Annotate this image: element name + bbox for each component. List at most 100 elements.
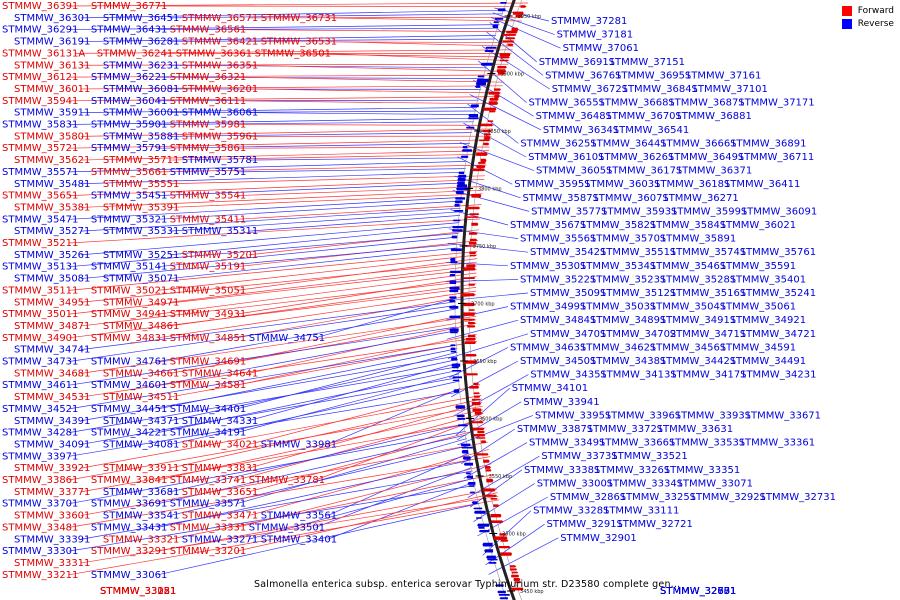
gene-label: STMMW_34871	[14, 321, 90, 332]
leader-line	[449, 347, 509, 378]
gene-label: STMMW_34681	[14, 368, 90, 379]
forward-gene	[477, 430, 485, 434]
leader-line	[467, 455, 540, 498]
forward-gene	[478, 162, 486, 164]
gene-label: STMMW_36281	[103, 37, 179, 48]
leader-line	[446, 279, 519, 282]
leader-line	[236, 351, 458, 410]
reverse-gene	[449, 299, 455, 303]
gene-label: STMMW_36201	[182, 84, 258, 95]
leader-line	[68, 287, 477, 339]
leader-line	[236, 76, 504, 83]
gene-label: STMMW_36351	[182, 60, 258, 71]
leader-line	[445, 292, 529, 302]
gene-label: STMMW_35091	[530, 288, 606, 299]
leader-line	[248, 88, 501, 94]
gene-label: STMMW_34831	[91, 333, 167, 344]
reverse-gene	[449, 306, 459, 309]
gene-label: STMMW_36771	[91, 1, 167, 12]
gene-label: STMMW_34231	[740, 370, 816, 381]
forward-gene	[471, 194, 482, 198]
gene-label: STMMW_33401	[261, 534, 337, 545]
gene-label: STMMW_33221	[100, 586, 176, 597]
leader-line	[457, 415, 534, 446]
leader-line	[157, 164, 487, 173]
reverse-gene	[452, 226, 464, 229]
ring-outer-edge	[454, 0, 508, 600]
leader-line	[491, 17, 561, 49]
gene-label: STMMW_36091	[741, 206, 817, 217]
gene-label: STMMW_33931	[675, 410, 751, 421]
reverse-gene	[461, 149, 472, 152]
reverse-gene	[478, 530, 490, 533]
gene-label: STMMW_35261	[14, 250, 90, 261]
gene-label: STMMW_35541	[170, 191, 246, 202]
gene-label: STMMW_33681	[103, 487, 179, 498]
leader-line	[446, 319, 519, 340]
gene-label: STMMW_34631	[510, 342, 586, 353]
gene-label: STMMW_33311	[14, 558, 90, 569]
ring-backbone	[460, 0, 516, 600]
leader-line	[169, 175, 485, 185]
gene-label: STMMW_34751	[249, 333, 325, 344]
leader-line	[157, 76, 484, 79]
reverse-gene	[449, 274, 455, 277]
leader-line	[236, 124, 494, 126]
reverse-gene	[488, 562, 497, 564]
reverse-gene	[468, 114, 479, 117]
reverse-gene	[482, 542, 493, 547]
reverse-gene	[449, 315, 461, 319]
leader-line	[80, 355, 458, 422]
gene-label: STMMW_36081	[103, 84, 179, 95]
gene-label: STMMW_34861	[103, 321, 179, 332]
reverse-gene	[463, 462, 473, 466]
gene-label: STMMW_36421	[182, 37, 258, 48]
gene-label: STMMW_35401	[730, 274, 806, 285]
gene-label: STMMW_32631	[660, 586, 736, 597]
forward-gene	[494, 94, 500, 99]
gene-label: STMMW_33771	[14, 487, 90, 498]
leader-line	[327, 41, 514, 47]
reverse-gene	[452, 219, 461, 222]
gene-label: STMMW_37171	[738, 98, 814, 109]
gene-label: STMMW_34581	[170, 380, 246, 391]
gene-label: STMMW_36101	[528, 152, 604, 163]
forward-gene	[472, 427, 485, 431]
gene-label: STMMW_35671	[510, 220, 586, 231]
forward-gene	[465, 216, 479, 218]
leader-line	[68, 96, 501, 102]
leader-line	[248, 449, 489, 516]
leader-line	[236, 333, 477, 386]
gene-label: STMMW_35191	[170, 262, 246, 273]
reverse-gene	[455, 190, 464, 195]
tick-label: 3600 kbp	[479, 417, 503, 423]
reverse-gene	[466, 475, 473, 479]
right-gene-labels: STMMW_37281 STMMW_37181 STMMW_37061 STMMW_3…	[510, 16, 836, 597]
forward-gene	[471, 421, 484, 424]
reverse-gene	[476, 78, 489, 83]
gene-label: STMMW_34931	[170, 309, 246, 320]
gene-label: STMMW_35221	[520, 274, 596, 285]
leader-line	[169, 13, 504, 19]
gene-label: STMMW_36131	[14, 60, 90, 71]
forward-gene	[466, 264, 476, 268]
gene-label: STMMW_35131	[2, 262, 78, 273]
reverse-gene	[455, 405, 465, 409]
forward-gene	[482, 494, 497, 497]
gene-label: STMMW_36131A	[2, 48, 85, 59]
forward-gene	[467, 325, 476, 328]
leader-line	[169, 265, 477, 303]
forward-swatch	[841, 6, 852, 16]
forward-gene	[499, 533, 507, 536]
forward-gene	[509, 565, 517, 568]
leader-line	[236, 168, 466, 173]
forward-gene	[490, 498, 498, 500]
leader-line	[169, 132, 472, 137]
reverse-gene	[494, 18, 504, 20]
leader-line	[80, 171, 466, 185]
leader-line	[157, 200, 462, 220]
gene-label: STMMW_35251	[103, 250, 179, 261]
gene-label: STMMW_33741	[170, 475, 246, 486]
reverse-gene	[452, 376, 462, 379]
leader-line	[236, 100, 499, 105]
